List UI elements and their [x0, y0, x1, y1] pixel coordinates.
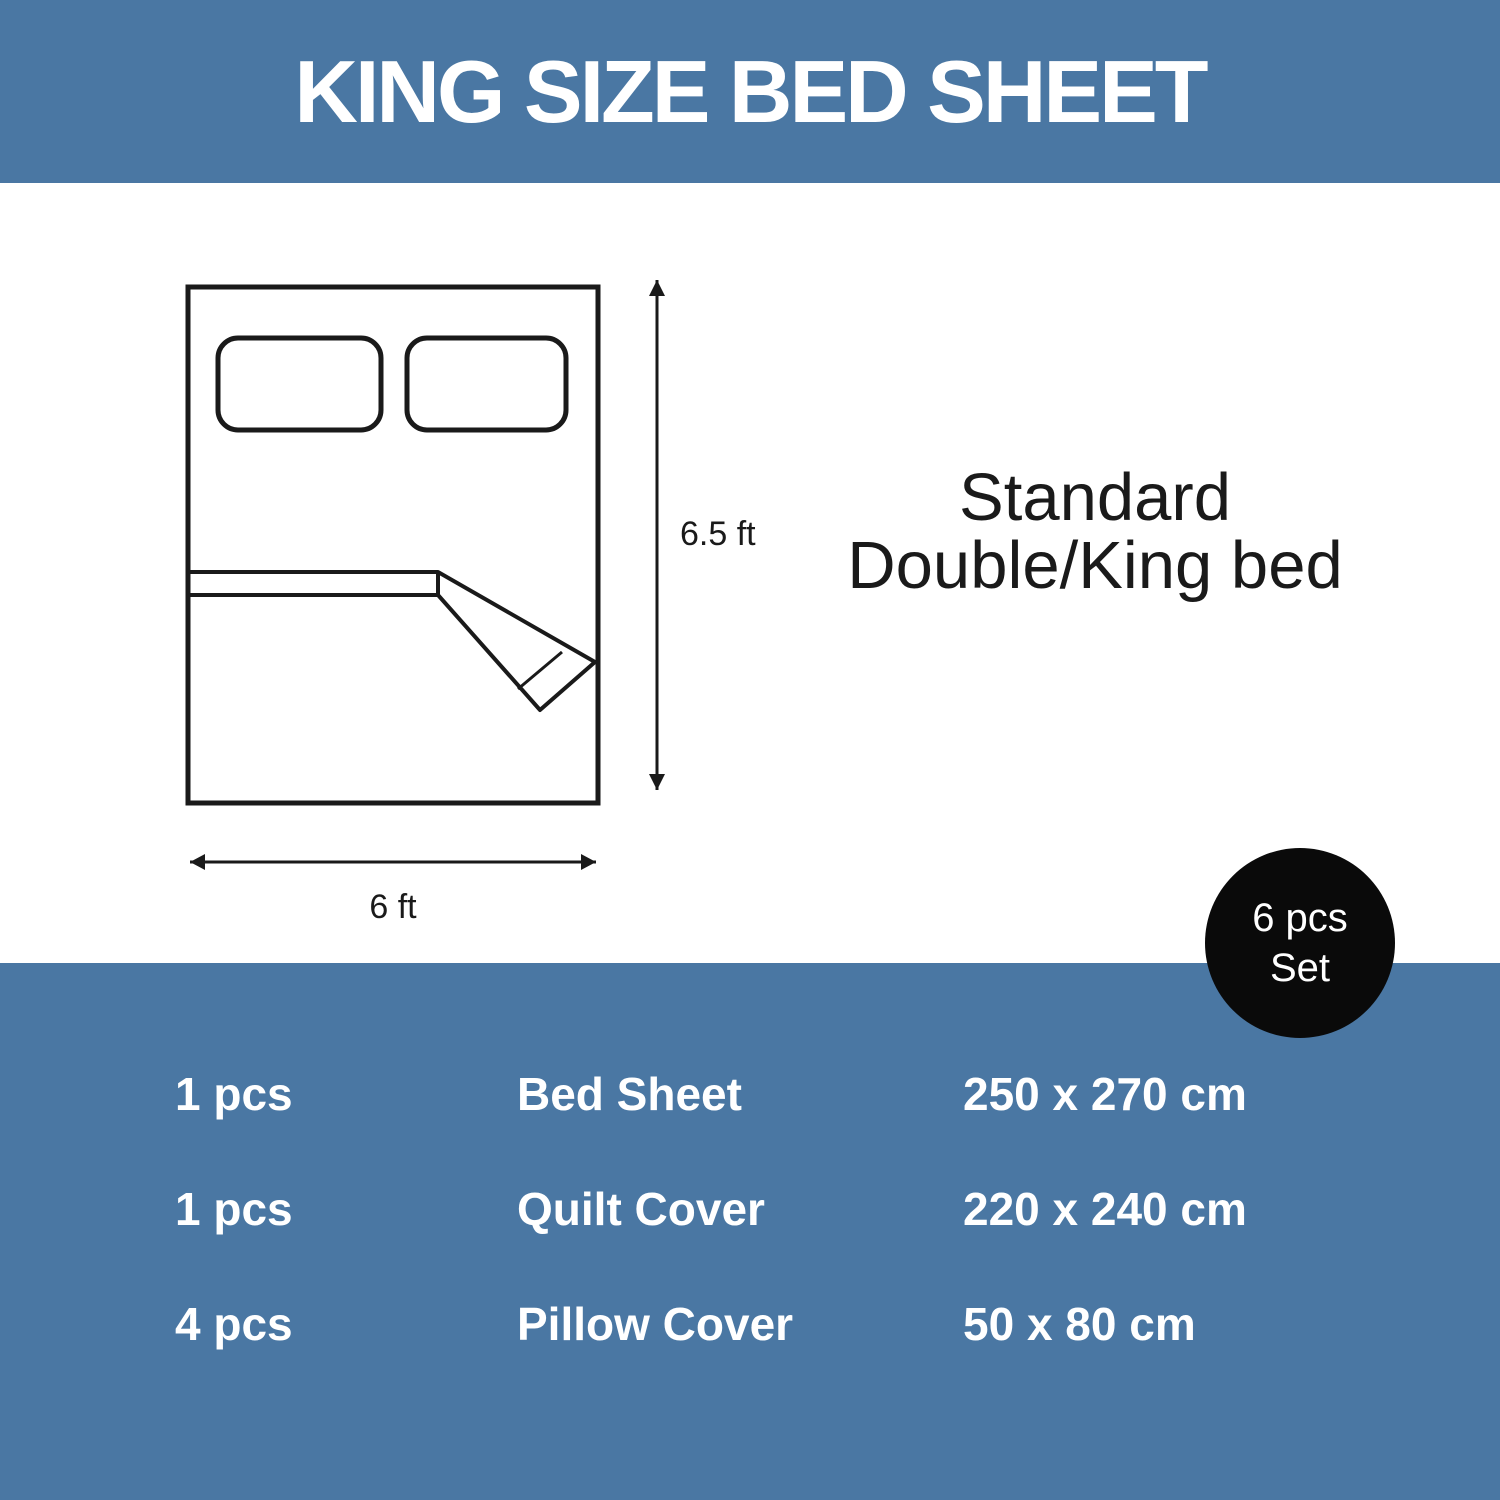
svg-text:6.5 ft: 6.5 ft: [680, 515, 756, 553]
svg-text:Double/King bed: Double/King bed: [847, 528, 1342, 603]
svg-text:Standard: Standard: [959, 460, 1231, 535]
svg-text:6 ft: 6 ft: [369, 888, 417, 926]
